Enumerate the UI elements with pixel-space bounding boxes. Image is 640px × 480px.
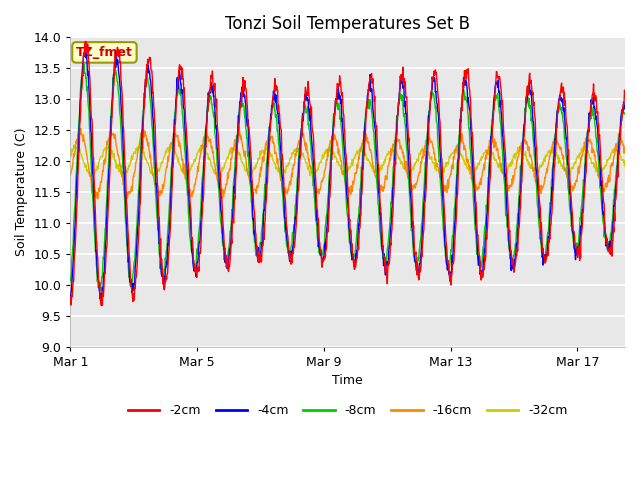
X-axis label: Time: Time [332,374,363,387]
Title: Tonzi Soil Temperatures Set B: Tonzi Soil Temperatures Set B [225,15,470,33]
Legend: -2cm, -4cm, -8cm, -16cm, -32cm: -2cm, -4cm, -8cm, -16cm, -32cm [123,399,573,422]
Y-axis label: Soil Temperature (C): Soil Temperature (C) [15,128,28,256]
Text: TZ_fmet: TZ_fmet [76,46,133,59]
